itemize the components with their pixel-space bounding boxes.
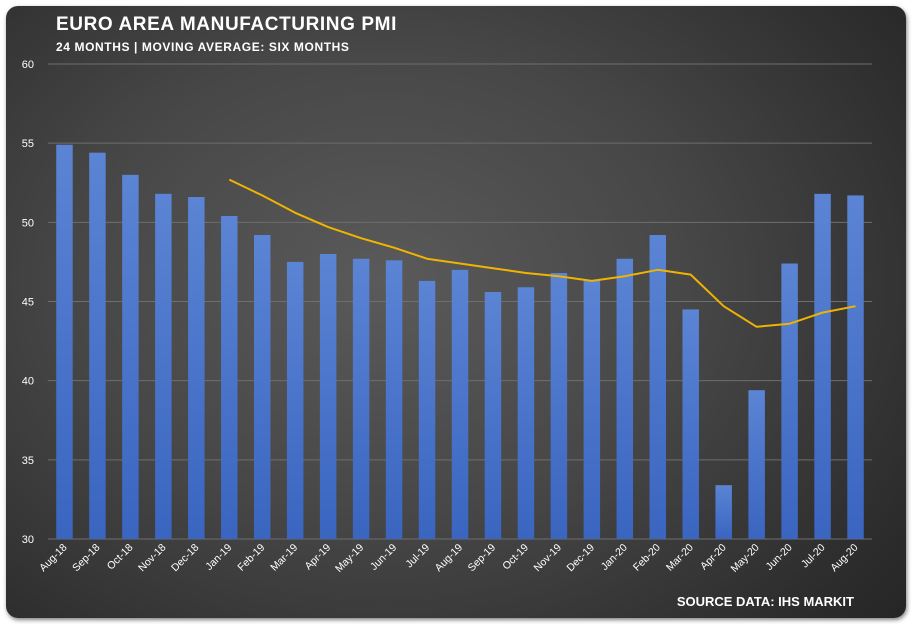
bar	[616, 258, 634, 539]
bar	[56, 144, 73, 539]
bar	[451, 269, 469, 539]
bar	[781, 263, 798, 539]
bar	[188, 197, 205, 539]
x-tick-label: Dec-18	[169, 542, 202, 575]
source-note: SOURCE DATA: IHS MARKIT	[676, 594, 854, 609]
y-tick-label: 30	[22, 534, 34, 546]
y-tick-label: 35	[22, 455, 34, 467]
bar	[385, 260, 403, 539]
y-tick-label: 55	[22, 138, 34, 150]
bar	[418, 280, 436, 539]
x-tick-label: Oct-19	[500, 542, 531, 573]
x-tick-label: Nov-18	[136, 542, 169, 575]
x-tick-label: Sep-18	[70, 542, 103, 575]
bar	[89, 152, 106, 539]
chart-frame: EURO AREA MANUFACTURING PMI 24 MONTHS | …	[6, 6, 906, 618]
x-tick-label: Mar-20	[664, 542, 696, 574]
x-tick-label: Oct-18	[105, 542, 136, 573]
x-tick-label: Dec-19	[565, 542, 598, 575]
bar	[814, 193, 831, 540]
x-tick-label: Apr-20	[698, 542, 729, 573]
bar	[254, 235, 271, 539]
bar	[748, 390, 765, 539]
bar	[122, 174, 139, 540]
bar	[649, 235, 666, 539]
bar	[715, 485, 732, 539]
x-tick-label: May-20	[729, 542, 762, 575]
bar	[682, 309, 699, 539]
x-tick-label: Jan-19	[203, 542, 234, 573]
x-tick-label: Sep-19	[466, 542, 499, 575]
bar	[517, 287, 535, 539]
x-tick-label: Feb-20	[631, 542, 663, 574]
moving-average-line	[228, 178, 856, 328]
bar	[550, 273, 568, 539]
x-tick-label: Aug-18	[37, 542, 70, 575]
bar	[352, 258, 370, 539]
bar	[286, 261, 304, 539]
x-tick-label: Jul-19	[403, 542, 432, 571]
chart-subtitle: 24 MONTHS | MOVING AVERAGE: SIX MONTHS	[56, 40, 350, 54]
chart-title: EURO AREA MANUFACTURING PMI	[56, 14, 397, 35]
y-tick-label: 45	[22, 297, 34, 309]
x-tick-label: Jan-20	[599, 542, 630, 573]
bar	[155, 193, 172, 540]
x-tick-label: Feb-19	[235, 542, 267, 574]
x-tick-label: May-19	[333, 542, 366, 575]
x-tick-label: Jun-19	[368, 542, 399, 573]
y-tick-label: 60	[22, 59, 34, 71]
y-tick-label: 50	[22, 217, 34, 229]
bar	[221, 216, 238, 539]
x-tick-label: Apr-19	[303, 542, 334, 573]
bar	[319, 254, 337, 539]
bar	[847, 195, 864, 539]
x-tick-label: Nov-19	[532, 542, 565, 575]
x-tick-label: Mar-19	[268, 542, 300, 574]
x-tick-label: Jun-20	[764, 542, 795, 573]
bar	[484, 292, 502, 539]
x-tick-label: Aug-19	[433, 542, 466, 575]
y-tick-label: 40	[22, 376, 34, 388]
x-tick-label: Jul-20	[799, 542, 828, 571]
bar	[583, 280, 601, 539]
x-tick-label: Aug-20	[828, 542, 861, 575]
